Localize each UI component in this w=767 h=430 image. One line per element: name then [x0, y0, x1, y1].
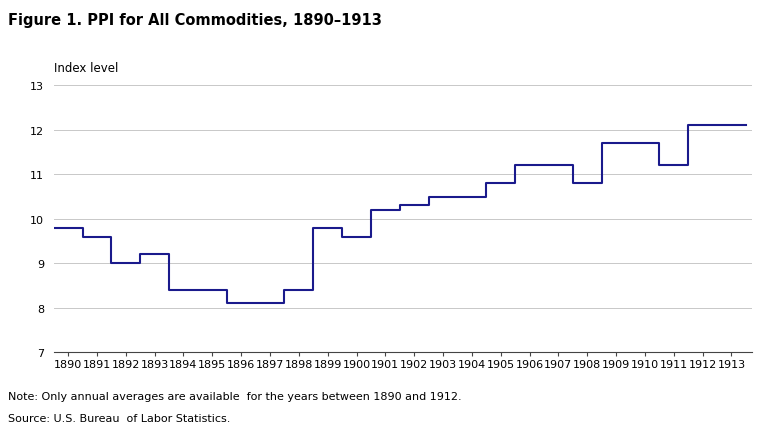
Text: Figure 1. PPI for All Commodities, 1890–1913: Figure 1. PPI for All Commodities, 1890–… — [8, 13, 381, 28]
Text: Source: U.S. Bureau  of Labor Statistics.: Source: U.S. Bureau of Labor Statistics. — [8, 413, 230, 423]
Text: Note: Only annual averages are available  for the years between 1890 and 1912.: Note: Only annual averages are available… — [8, 391, 461, 401]
Text: Index level: Index level — [54, 62, 118, 75]
